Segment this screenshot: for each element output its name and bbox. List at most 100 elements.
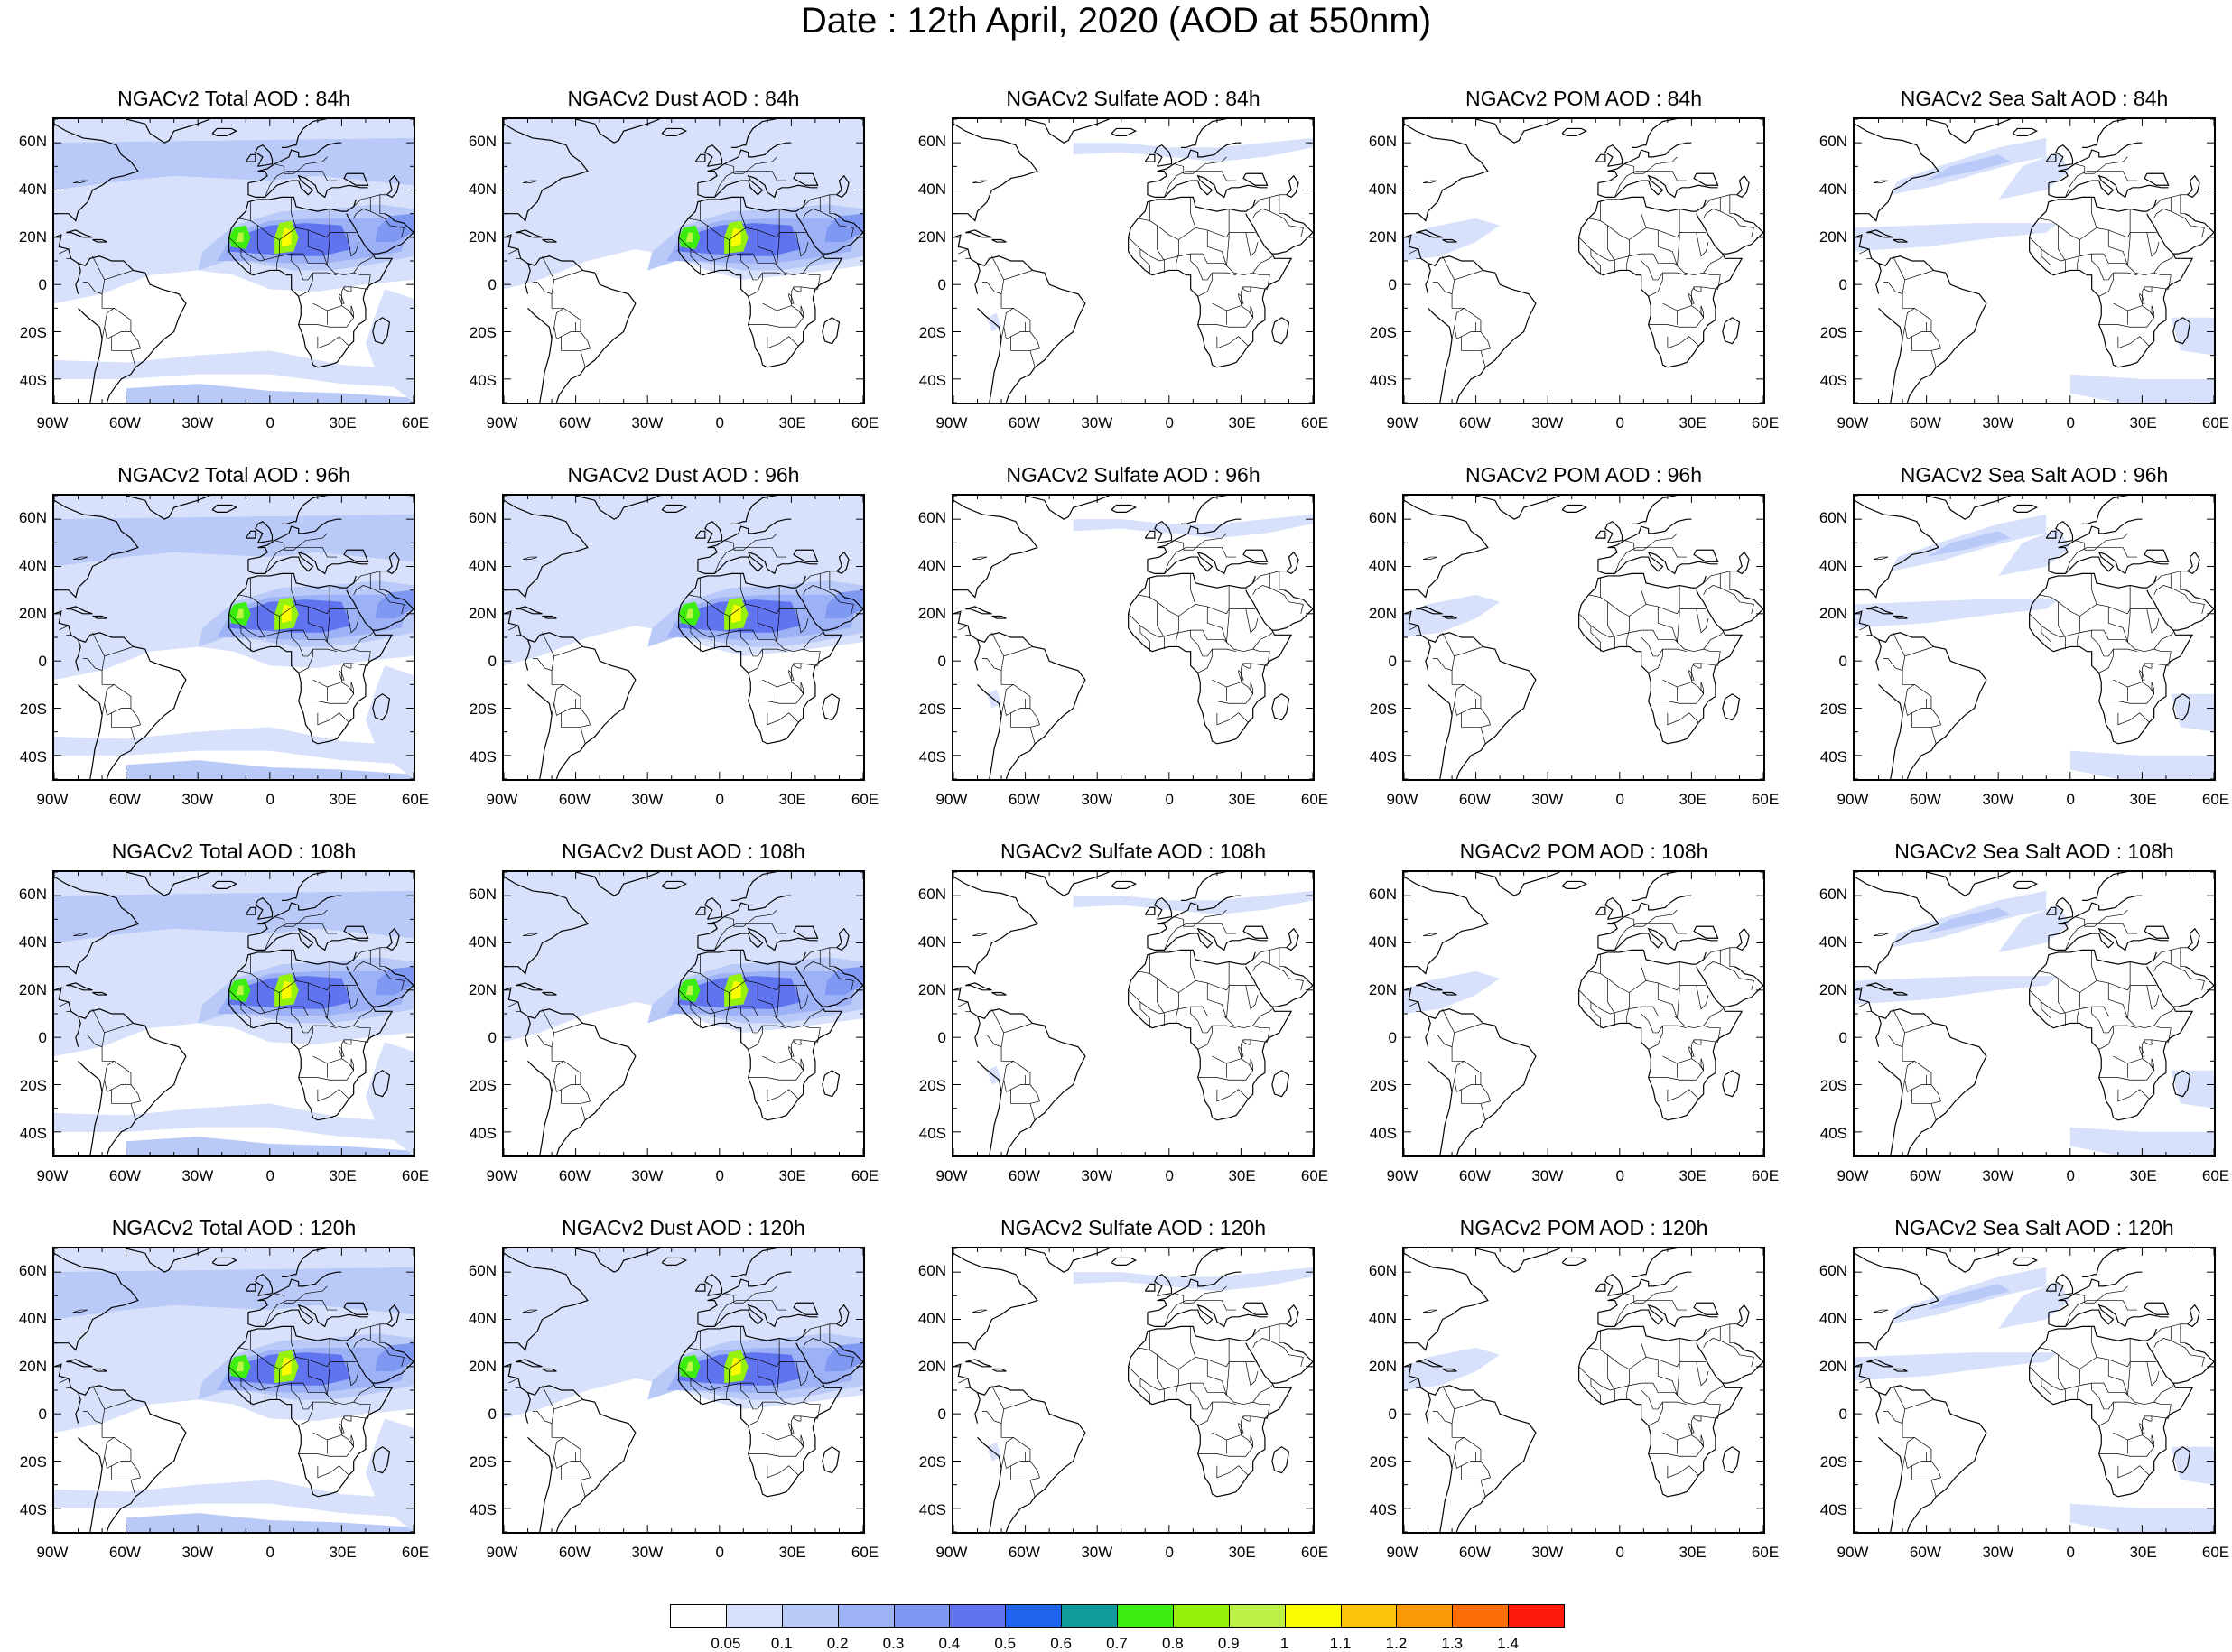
lat-label: 40S [1819, 371, 1847, 389]
coastline [516, 1359, 543, 1368]
panel-title-dust-96h: NGACv2 Dust AOD : 96h [567, 463, 800, 487]
lake-outline [2151, 682, 2155, 694]
country-border [2107, 1359, 2128, 1396]
coastline [386, 927, 400, 951]
country-border [2171, 587, 2205, 614]
country-border [2058, 1354, 2066, 1403]
lon-label: 30W [1531, 791, 1564, 808]
aod-field-ssInd [2171, 1446, 2214, 1485]
country-border [1029, 350, 1036, 367]
country-border [1279, 1323, 1285, 1344]
coastline [1604, 521, 1623, 543]
coastline [245, 153, 256, 162]
coastline [2012, 880, 2039, 889]
coastline [694, 906, 706, 915]
country-border [2142, 1058, 2154, 1071]
lat-label: 40S [1369, 1500, 1397, 1518]
aod-field-northBelt [504, 1267, 863, 1320]
country-border [2029, 1366, 2154, 1406]
coastline [1578, 572, 1707, 628]
country-border [2077, 239, 2080, 271]
country-border [104, 1437, 131, 1469]
country-border [1662, 1415, 1701, 1441]
country-border [317, 1465, 349, 1479]
country-border [1174, 156, 1227, 174]
coastline [731, 1248, 777, 1277]
aod-field-ssInd [2171, 317, 2214, 356]
country-border [757, 229, 777, 266]
aod-field-arabia [375, 966, 414, 996]
country-border [130, 350, 136, 367]
country-border [820, 587, 854, 614]
country-border [767, 336, 799, 349]
country-border [553, 1437, 581, 1469]
country-border [1883, 632, 1906, 672]
country-border [981, 1008, 1005, 1048]
aod-field-ssT [1855, 976, 2059, 1005]
country-border [1911, 712, 1941, 728]
country-border [740, 197, 747, 228]
coastline [1283, 1342, 1313, 1363]
colorbar-label: 0.6 [1050, 1635, 1072, 1652]
coastline [697, 551, 818, 575]
aod-field-dustWi [236, 608, 244, 619]
coastline [822, 1446, 841, 1474]
country-border [238, 218, 330, 240]
aod-field-sulfN [1073, 137, 1313, 162]
country-border [726, 239, 730, 271]
coastline [678, 966, 843, 1121]
coastline [1597, 518, 1692, 561]
country-border [1696, 608, 1709, 634]
lat-label: 40S [469, 747, 497, 766]
country-border [1241, 305, 1253, 318]
country-border [2091, 1383, 2138, 1410]
coastline [1597, 927, 1718, 951]
country-border [257, 978, 265, 1026]
country-border [1703, 632, 1724, 650]
coastline [386, 1304, 400, 1328]
lat-label: 20S [1369, 700, 1397, 718]
aod-field-northBelt [54, 514, 414, 567]
country-border [350, 648, 371, 666]
lat-label: 20N [917, 227, 946, 246]
lat-label: 0 [488, 1028, 497, 1046]
country-border [748, 1402, 763, 1426]
country-border [1432, 1385, 1455, 1425]
coastline [1595, 906, 1606, 915]
coastline [833, 213, 863, 234]
country-border [2077, 616, 2080, 647]
country-border [240, 248, 251, 275]
country-border [532, 255, 555, 295]
country-border [803, 632, 823, 650]
country-border [762, 1415, 801, 1441]
country-border [1454, 684, 1481, 716]
country-border [1904, 270, 1934, 281]
lake-outline [1700, 1058, 1705, 1071]
lon-label: 30E [778, 414, 806, 432]
coastline [54, 610, 187, 779]
country-border [1226, 1338, 1230, 1396]
lon-label: 60W [1909, 791, 1941, 808]
coastline [1878, 1436, 1903, 1532]
coastline [54, 876, 139, 975]
map-panel-sulfate-84h [952, 117, 1315, 404]
lat-label: 0 [38, 652, 47, 670]
country-border [1206, 229, 1227, 266]
country-border [2091, 630, 2138, 657]
lat-label: 20S [19, 1076, 47, 1094]
country-border [2077, 1369, 2080, 1400]
lon-label: 0 [2066, 414, 2075, 432]
country-border [104, 646, 134, 657]
lake-outline [2139, 292, 2145, 304]
lake-outline [788, 292, 795, 304]
panel-title-dust-84h: NGACv2 Dust AOD : 84h [567, 87, 800, 110]
lon-label: 30E [1679, 791, 1707, 808]
lon-label: 60E [401, 1167, 430, 1184]
country-border [350, 1401, 371, 1419]
coastline [2045, 153, 2057, 162]
aod-field-sulfS [987, 1442, 1002, 1462]
coastline [793, 549, 819, 562]
aod-field-ssT [1855, 1352, 2059, 1381]
panel-title-sulfate-120h: NGACv2 Sulfate AOD : 120h [1000, 1216, 1267, 1239]
coastline [833, 589, 863, 610]
